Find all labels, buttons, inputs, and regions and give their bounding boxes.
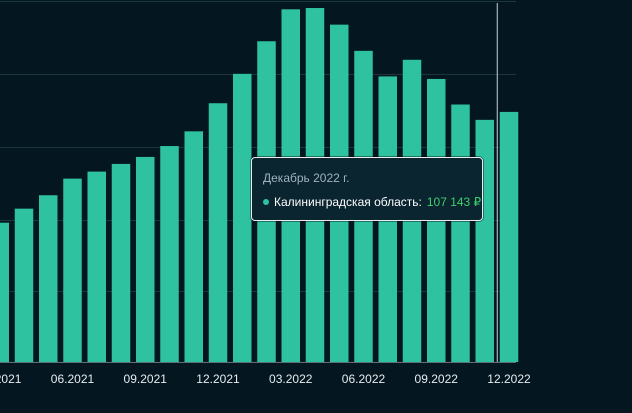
x-tick-label: 12.2021 <box>196 372 240 386</box>
series-dot-icon <box>263 199 269 205</box>
x-tick-label: 09.2021 <box>124 372 168 386</box>
bar-10.2022[interactable] <box>451 104 470 362</box>
bar-12.2022[interactable] <box>499 111 519 363</box>
x-tick-label: 03.2022 <box>269 372 313 386</box>
bar-06.2021[interactable] <box>63 178 82 362</box>
bar-01.2022[interactable] <box>233 73 252 362</box>
bar-12.2021[interactable] <box>208 103 228 362</box>
tooltip-title: Декабрь 2022 г. <box>263 171 350 185</box>
bar-04.2021[interactable] <box>14 208 34 362</box>
bar-03.2021[interactable] <box>0 222 9 362</box>
x-tick-label: 03.2021 <box>0 372 22 386</box>
bar-08.2021[interactable] <box>111 163 131 362</box>
x-tick-label: 09.2022 <box>415 372 459 386</box>
x-tick-labels: 03.2021 06.2021 09.2021 12.2021 03.2022 06.20… <box>0 372 531 386</box>
bar-11.2021[interactable] <box>184 131 204 362</box>
bar-05.2021[interactable] <box>39 195 58 362</box>
tooltip-value: 107 143 ₽ <box>426 195 482 209</box>
bar-10.2021[interactable] <box>160 146 179 362</box>
tooltip: Декабрь 2022 г. Калининградская область:… <box>251 157 483 221</box>
x-tick-label: 06.2022 <box>342 372 386 386</box>
bar-09.2021[interactable] <box>136 156 155 362</box>
x-tick-label: 12.2022 <box>487 372 531 386</box>
tooltip-series-label: Калининградская область: <box>274 195 422 209</box>
x-tick-label: 06.2021 <box>51 372 95 386</box>
bar-07.2021[interactable] <box>87 171 107 362</box>
tooltip-row: Калининградская область: 107 143 ₽ <box>263 195 481 209</box>
